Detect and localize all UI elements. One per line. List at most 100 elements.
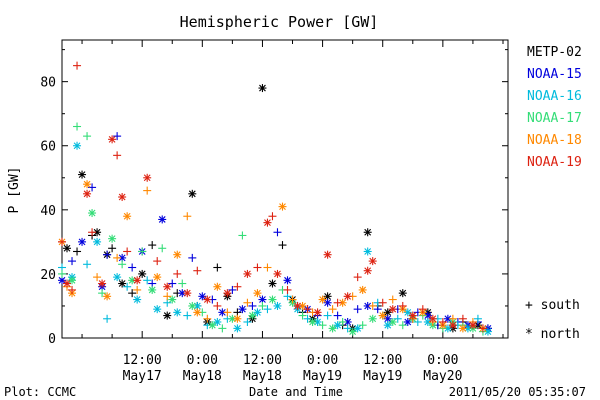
data-point-north [98,279,107,288]
data-point-north [268,279,277,288]
data-point-north [403,308,412,317]
data-point-north [383,321,392,330]
data-point-south [68,257,77,266]
data-point-south [188,253,197,262]
data-point-south [93,273,102,282]
data-point-north [243,269,252,278]
data-point-south [323,311,332,320]
data-point-north [428,314,437,323]
data-point-south [213,301,222,310]
data-point-north [348,327,357,336]
data-point-south [158,244,167,253]
data-point-south [183,212,192,221]
data-point-north [113,273,122,282]
data-point-north [78,237,87,246]
data-point-north [153,305,162,314]
x-tick-time-label: 12:00 [243,353,282,368]
data-point-north [108,234,117,243]
data-point-south [173,269,182,278]
data-point-north [443,324,452,333]
data-point-north [313,317,322,326]
data-point-south [418,305,427,314]
data-point-north [388,317,397,326]
data-point-south [228,285,237,294]
data-point-south [298,311,307,320]
data-point-north [258,84,267,93]
data-point-north [103,292,112,301]
data-point-north [213,317,222,326]
data-point-north [378,311,387,320]
data-point-north [183,289,192,298]
data-point-north [363,247,372,256]
data-point-north [468,321,477,330]
data-point-south [333,311,342,320]
data-point-south [288,295,297,304]
data-point-north [248,311,257,320]
data-point-south [108,244,117,253]
data-point-north [333,321,342,330]
data-point-south [253,263,262,272]
legend-item: NOAA-18 [527,133,582,148]
data-point-south [178,279,187,288]
data-point-north [388,305,397,314]
y-tick-label: 60 [40,140,56,155]
data-point-south [388,295,397,304]
data-point-south [398,301,407,310]
data-point-north [63,244,72,253]
data-point-south [338,317,347,326]
data-point-south [148,241,157,250]
data-point-south [268,212,277,221]
data-point-south [113,151,122,160]
data-point-south [283,285,292,294]
data-point-north [273,301,282,310]
data-point-north [68,276,77,285]
data-point-south [123,247,132,256]
data-point-north [93,228,102,237]
data-point-south [333,298,342,307]
data-point-north [368,314,377,323]
data-point-south [473,314,482,323]
data-point-north [223,289,232,298]
marker-legend-item: + south [525,298,580,313]
data-point-north [323,250,332,259]
data-point-south [238,231,247,240]
plot-timestamp: 2011/05/20 05:35:07 [449,385,586,399]
y-axis-label: P [GW] [7,167,22,214]
data-point-north [138,269,147,278]
data-point-north [253,308,262,317]
data-point-south [303,305,312,314]
x-tick-time-label: 0:00 [307,353,338,368]
data-point-north [73,141,82,150]
data-point-south [328,305,337,314]
data-point-north [283,276,292,285]
data-point-south [58,237,66,246]
data-point-north [143,173,152,182]
data-point-south [128,289,137,298]
data-point-south [248,301,257,310]
data-point-north [133,276,142,285]
x-tick-time-label: 12:00 [123,353,162,368]
data-point-south [263,305,272,314]
x-tick-date-label: May20 [423,369,462,384]
data-point-south [133,285,142,294]
data-point-south [73,61,82,70]
chart-title: Hemispheric Power [GW] [180,13,379,31]
legend-item: NOAA-17 [527,111,582,126]
data-point-north [353,324,362,333]
data-point-south [193,266,202,275]
data-point-north [58,276,66,285]
plot-area-frame [61,39,509,339]
legend-item: NOAA-15 [527,67,582,82]
data-point-north [458,324,467,333]
data-point-south [278,241,287,250]
data-point-north [123,212,132,221]
data-point-south [358,321,367,330]
data-point-south [413,317,422,326]
data-point-south [118,260,127,269]
data-point-south [183,311,192,320]
legend-item: METP-02 [527,45,582,60]
data-point-south [218,324,227,333]
data-point-north [233,324,242,333]
data-point-south [83,132,92,141]
data-point-north [293,301,302,310]
